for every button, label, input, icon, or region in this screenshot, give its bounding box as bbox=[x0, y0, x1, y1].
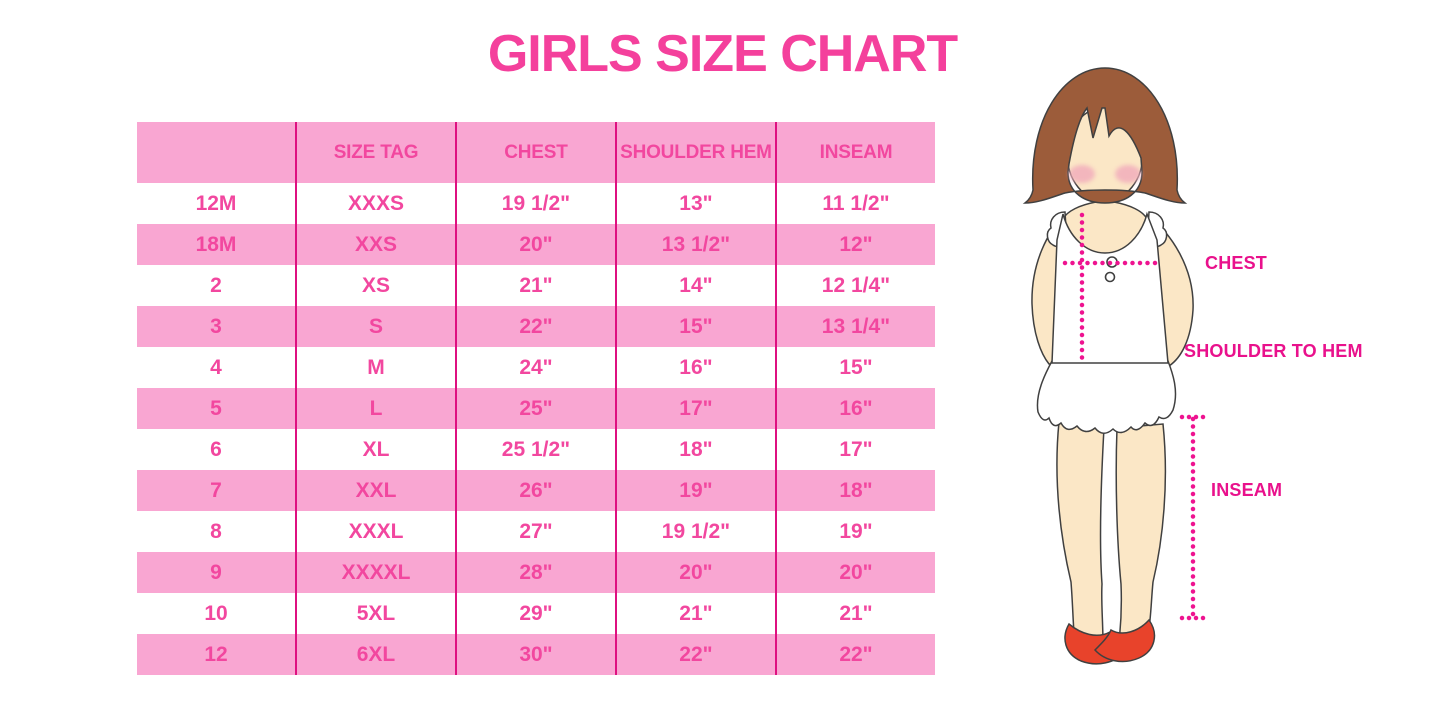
table-cell: 22" bbox=[454, 306, 616, 347]
table-cell: 12M bbox=[137, 183, 296, 224]
girl-illustration bbox=[1022, 67, 1207, 665]
table-cell: XXXL bbox=[295, 511, 456, 552]
table-cell: 2 bbox=[137, 265, 296, 306]
table-cell: M bbox=[295, 347, 456, 388]
header-cell-inseam: INSEAM bbox=[774, 122, 935, 183]
girl-cheek-right bbox=[1115, 165, 1141, 183]
header-cell-blank bbox=[137, 122, 296, 183]
inseam-label: INSEAM bbox=[1211, 480, 1283, 500]
table-cell: 21" bbox=[774, 593, 935, 634]
table-row: 3 S 22" 15" 13 1/4" bbox=[137, 306, 935, 347]
table-cell: 19" bbox=[774, 511, 935, 552]
girl-leg-right bbox=[1115, 423, 1167, 643]
table-cell: 16" bbox=[774, 388, 935, 429]
table-cell: 5 bbox=[137, 388, 296, 429]
table-row: 2 XS 21" 14" 12 1/4" bbox=[137, 265, 935, 306]
table-cell: 28" bbox=[454, 552, 616, 593]
table-cell: 6XL bbox=[295, 634, 456, 675]
table-cell: 17" bbox=[614, 388, 776, 429]
table-cell: 15" bbox=[774, 347, 935, 388]
table-cell: 25 1/2" bbox=[454, 429, 616, 470]
table-cell: 13 1/4" bbox=[774, 306, 935, 347]
table-cell: 22" bbox=[614, 634, 776, 675]
table-cell: 7 bbox=[137, 470, 296, 511]
table-cell: 12 bbox=[137, 634, 296, 675]
header-cell-shoulder-hem: SHOULDER HEM bbox=[614, 122, 776, 183]
girl-hair bbox=[1022, 67, 1188, 204]
table-row: 12 6XL 30" 22" 22" bbox=[137, 634, 935, 675]
girl-top-button-2 bbox=[1104, 271, 1116, 283]
table-row: 5 L 25" 17" 16" bbox=[137, 388, 935, 429]
table-cell: 15" bbox=[614, 306, 776, 347]
table-cell: 26" bbox=[454, 470, 616, 511]
table-cell: 4 bbox=[137, 347, 296, 388]
table-cell: 8 bbox=[137, 511, 296, 552]
table-row: 8 XXXL 27" 19 1/2" 19" bbox=[137, 511, 935, 552]
table-cell: 9 bbox=[137, 552, 296, 593]
table-cell: 20" bbox=[454, 224, 616, 265]
table-cell: 30" bbox=[454, 634, 616, 675]
table-cell: XXS bbox=[295, 224, 456, 265]
table-cell: 27" bbox=[454, 511, 616, 552]
table-cell: XXXXL bbox=[295, 552, 456, 593]
header-cell-chest: CHEST bbox=[454, 122, 616, 183]
table-cell: 24" bbox=[454, 347, 616, 388]
table-cell: 16" bbox=[614, 347, 776, 388]
table-cell: XS bbox=[295, 265, 456, 306]
table-cell: 22" bbox=[774, 634, 935, 675]
table-row: 12M XXXS 19 1/2" 13" 11 1/2" bbox=[137, 183, 935, 224]
girls-size-table: SIZE TAG CHEST SHOULDER HEM INSEAM 12M XX… bbox=[137, 122, 935, 675]
table-cell: 20" bbox=[774, 552, 935, 593]
table-cell: 19 1/2" bbox=[454, 183, 616, 224]
table-cell: 17" bbox=[774, 429, 935, 470]
table-header-row: SIZE TAG CHEST SHOULDER HEM INSEAM bbox=[137, 122, 935, 183]
table-row: 6 XL 25 1/2" 18" 17" bbox=[137, 429, 935, 470]
table-cell: 18" bbox=[614, 429, 776, 470]
table-cell: XXL bbox=[295, 470, 456, 511]
page-title: GIRLS SIZE CHART bbox=[487, 25, 958, 83]
table-cell: 3 bbox=[137, 306, 296, 347]
table-cell: 10 bbox=[137, 593, 296, 634]
table-cell: 21" bbox=[454, 265, 616, 306]
table-row: 9 XXXXL 28" 20" 20" bbox=[137, 552, 935, 593]
table-cell: 25" bbox=[454, 388, 616, 429]
size-table-body: 12M XXXS 19 1/2" 13" 11 1/2" 18M XXS 20" 13 1/2"… bbox=[137, 183, 935, 675]
girl-cheek-left bbox=[1069, 165, 1095, 183]
table-cell: 21" bbox=[614, 593, 776, 634]
chest-label: CHEST bbox=[1205, 253, 1268, 273]
table-row: 18M XXS 20" 13 1/2" 12" bbox=[137, 224, 935, 265]
table-cell: 13 1/2" bbox=[614, 224, 776, 265]
shoulder-to-hem-label: SHOULDER TO HEM bbox=[1184, 341, 1363, 361]
table-row: 4 M 24" 16" 15" bbox=[137, 347, 935, 388]
table-cell: 18M bbox=[137, 224, 296, 265]
table-cell: XL bbox=[295, 429, 456, 470]
table-cell: 5XL bbox=[295, 593, 456, 634]
header-cell-size-tag: SIZE TAG bbox=[295, 122, 456, 183]
table-cell: 19" bbox=[614, 470, 776, 511]
table-cell: 12 1/4" bbox=[774, 265, 935, 306]
table-row: 7 XXL 26" 19" 18" bbox=[137, 470, 935, 511]
table-cell: 6 bbox=[137, 429, 296, 470]
girl-skirt bbox=[1036, 360, 1177, 434]
girl-leg-left bbox=[1056, 421, 1105, 645]
table-cell: L bbox=[295, 388, 456, 429]
table-cell: XXXS bbox=[295, 183, 456, 224]
table-cell: 11 1/2" bbox=[774, 183, 935, 224]
table-cell: 19 1/2" bbox=[614, 511, 776, 552]
table-cell: S bbox=[295, 306, 456, 347]
table-row: 10 5XL 29" 21" 21" bbox=[137, 593, 935, 634]
table-cell: 12" bbox=[774, 224, 935, 265]
table-cell: 14" bbox=[614, 265, 776, 306]
table-cell: 29" bbox=[454, 593, 616, 634]
table-cell: 20" bbox=[614, 552, 776, 593]
table-cell: 18" bbox=[774, 470, 935, 511]
table-cell: 13" bbox=[614, 183, 776, 224]
girl-shoe-right bbox=[1093, 618, 1156, 663]
